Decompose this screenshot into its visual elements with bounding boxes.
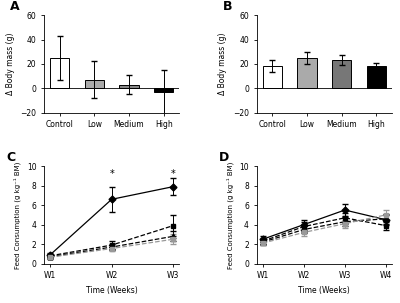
Bar (50, 58, 69, 88)
Legend: Control, Low stress, Medium stress, High stress: Control, Low stress, Medium stress, High… (191, 193, 257, 227)
Bar (367, 66, 386, 88)
X-axis label: Time (Weeks): Time (Weeks) (86, 286, 138, 295)
Bar (298, 58, 316, 88)
Text: *: * (109, 169, 114, 179)
Bar (154, 88, 173, 92)
Text: C: C (6, 151, 15, 164)
Text: A: A (10, 0, 20, 13)
Bar (85, 80, 104, 88)
Text: B: B (223, 0, 232, 13)
Y-axis label: Δ Body mass (g): Δ Body mass (g) (218, 33, 228, 95)
Y-axis label: Feed Consumption (g kg⁻¹ BM): Feed Consumption (g kg⁻¹ BM) (14, 161, 21, 268)
Text: D: D (219, 151, 229, 164)
Bar (120, 85, 138, 88)
Bar (263, 66, 282, 88)
Text: *: * (171, 169, 176, 179)
Bar (332, 60, 351, 88)
Y-axis label: Feed Consumption (g kg⁻¹ BM): Feed Consumption (g kg⁻¹ BM) (226, 161, 234, 268)
Y-axis label: Δ Body mass (g): Δ Body mass (g) (6, 33, 15, 95)
X-axis label: Time (Weeks): Time (Weeks) (298, 286, 350, 295)
